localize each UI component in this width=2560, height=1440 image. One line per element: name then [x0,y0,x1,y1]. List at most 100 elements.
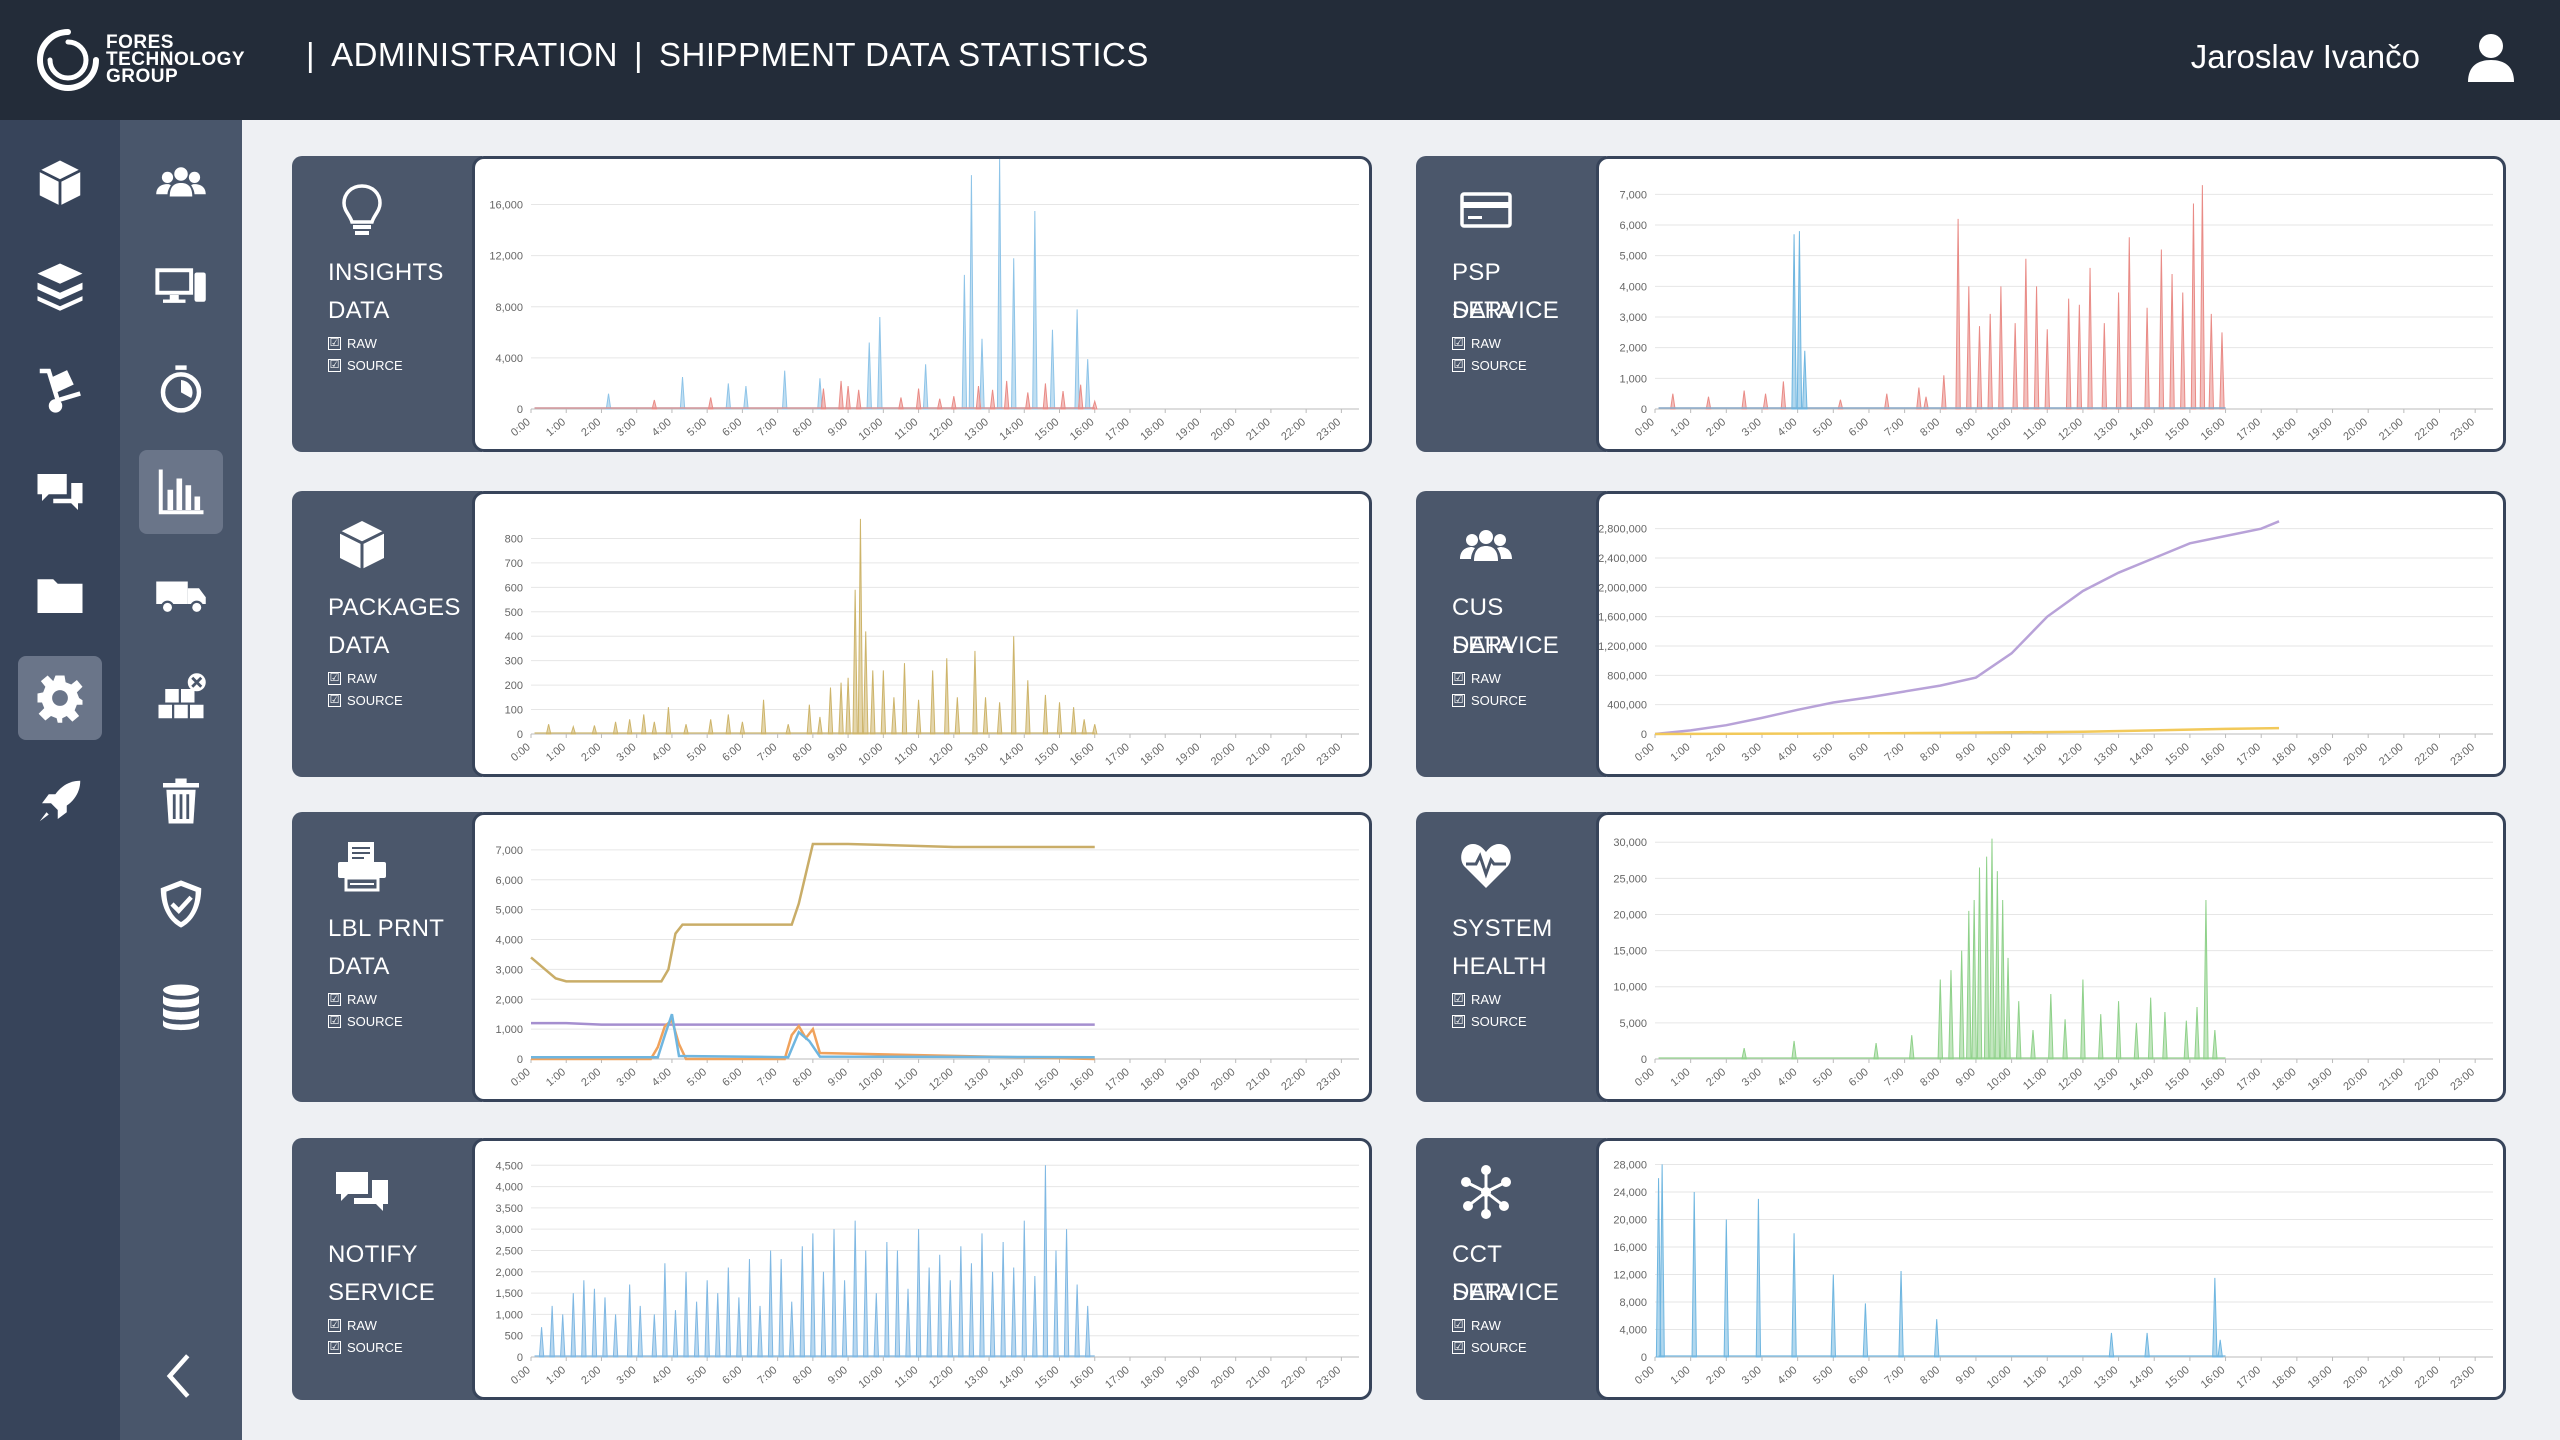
series-spike [2033,286,2040,410]
chart-insights[interactable]: 0 4,000 8,000 12,000 16,000 0:00 1:00 2:00 3:00 4… [472,156,1372,452]
nav-security-button[interactable] [139,862,223,946]
raw-label: RAW [1471,1318,1501,1333]
nav-stopwatch-button[interactable] [139,347,223,431]
checkbox-checked-icon[interactable]: ☑ [1452,993,1465,1006]
checkbox-checked-icon[interactable]: ☑ [328,1341,341,1354]
raw-checkbox[interactable]: ☑ RAW [328,992,377,1007]
y-tick-label: 7,000 [495,845,523,857]
chart-lblprnt[interactable]: 0 1,000 2,000 3,000 4,000 5,000 6,000 7,000 0:00… [472,812,1372,1102]
nav-devices-button[interactable] [139,244,223,328]
nav-boxes-button[interactable] [139,656,223,740]
source-checkbox[interactable]: ☑ SOURCE [328,1014,403,1029]
x-tick-label: 11:00 [892,1066,920,1092]
checkbox-checked-icon[interactable]: ☑ [328,337,341,350]
y-tick-label: 20,000 [1613,1214,1647,1226]
nav-truck-button[interactable] [139,553,223,637]
checkbox-checked-icon[interactable]: ☑ [328,359,341,372]
series-spike [725,714,732,735]
raw-label: RAW [1471,671,1501,686]
collapse-sidebar-button[interactable] [139,1334,223,1418]
checkbox-checked-icon[interactable]: ☑ [328,1319,341,1332]
nav-stack-button[interactable] [18,244,102,328]
x-tick-label: 0:00 [509,416,533,439]
panel-label-block: LBL PRNT DATA ☑ RAW ☑ SOURCE [292,812,482,1102]
nav-folder-button[interactable] [18,553,102,637]
package-icon [39,160,81,206]
checkbox-checked-icon[interactable]: ☑ [1452,359,1465,372]
x-tick-label: 2:00 [1704,741,1728,764]
x-tick-label: 19:00 [1174,1066,1203,1093]
series-spike [1802,350,1808,410]
chart-cus[interactable]: 0 400,000 800,000 1,200,000 1,600,000 2,000,0… [1596,491,2506,777]
users-icon [156,167,206,197]
source-checkbox[interactable]: ☑ SOURCE [1452,693,1527,708]
checkbox-checked-icon[interactable]: ☑ [1452,694,1465,707]
chart-system[interactable]: 0 5,000 10,000 15,000 20,000 25,000 30,000 0:00… [1596,812,2506,1102]
series-spike [2169,274,2175,410]
top-bar: FORES TECHNOLOGY GROUP | ADMINISTRATION | S… [0,0,2560,120]
nav-database-button[interactable] [139,965,223,1049]
source-checkbox[interactable]: ☑ SOURCE [328,358,403,373]
checkbox-checked-icon[interactable]: ☑ [1452,1015,1465,1028]
chart-notify[interactable]: 0 500 1,000 1,500 2,000 2,500 3,000 3,500 4,000 4… [472,1138,1372,1400]
checkbox-checked-icon[interactable]: ☑ [1452,1341,1465,1354]
raw-checkbox[interactable]: ☑ RAW [328,336,377,351]
nav-trash-button[interactable] [139,759,223,843]
source-checkbox[interactable]: ☑ SOURCE [1452,1014,1527,1029]
x-tick-label: 14:00 [2127,741,2156,768]
nav-settings-button[interactable] [18,656,102,740]
series-spike [612,721,619,735]
source-checkbox[interactable]: ☑ SOURCE [1452,358,1527,373]
y-tick-label: 0 [1641,1054,1647,1066]
user-name[interactable]: Jaroslav Ivančo [2190,38,2420,75]
series-spike [1791,1233,1797,1358]
series-spike [1691,1191,1697,1358]
chart-canvas: 0 5,000 10,000 15,000 20,000 25,000 30,000 0:00… [1613,837,2493,1093]
source-checkbox[interactable]: ☑ SOURCE [1452,1340,1527,1355]
source-label: SOURCE [1471,1014,1527,1029]
raw-checkbox[interactable]: ☑ RAW [1452,992,1501,1007]
nav-handtruck-button[interactable] [18,347,102,431]
nav-chat-button[interactable] [18,450,102,534]
x-tick-label: 15:00 [1033,416,1062,443]
y-tick-label: 4,000 [495,935,523,947]
checkbox-checked-icon[interactable]: ☑ [328,694,341,707]
checkbox-checked-icon[interactable]: ☑ [1452,1319,1465,1332]
source-checkbox[interactable]: ☑ SOURCE [328,1340,403,1355]
x-tick-label: 5:00 [685,1066,709,1089]
checkbox-checked-icon[interactable]: ☑ [328,993,341,1006]
raw-checkbox[interactable]: ☑ RAW [1452,336,1501,351]
chart-canvas: 0 400,000 800,000 1,200,000 1,600,000 2,000,0… [1599,520,2493,768]
raw-checkbox[interactable]: ☑ RAW [328,1318,377,1333]
user-icon[interactable] [2464,30,2518,84]
checkbox-checked-icon[interactable]: ☑ [328,672,341,685]
series-spike [1780,381,1787,410]
raw-checkbox[interactable]: ☑ RAW [328,671,377,686]
x-tick-label: 17:00 [2234,416,2263,443]
y-tick-label: 5,000 [1619,251,1647,263]
x-tick-label: 0:00 [1633,1066,1657,1089]
source-checkbox[interactable]: ☑ SOURCE [328,693,403,708]
nav-package-button[interactable] [18,141,102,225]
panel-subtitle: SERVICE [328,1279,436,1306]
x-tick-label: 21:00 [2377,416,2406,443]
series-spike [778,1258,784,1358]
chart-cct[interactable]: 0 4,000 8,000 12,000 16,000 20,000 24,000 28,00… [1596,1138,2506,1400]
nav-users-button[interactable] [139,141,223,225]
series-spike [820,1271,827,1358]
raw-checkbox[interactable]: ☑ RAW [1452,671,1501,686]
card-icon [1460,192,1512,228]
x-tick-label: 13:00 [962,741,991,768]
chart-packages[interactable]: 0 100 200 300 400 500 600 700 800 0:00 1:00 2:00 3:0… [472,491,1372,777]
checkbox-checked-icon[interactable]: ☑ [1452,672,1465,685]
checkbox-checked-icon[interactable]: ☑ [328,1015,341,1028]
bar-chart-icon [158,469,204,515]
chart-psp[interactable]: 0 1,000 2,000 3,000 4,000 5,000 6,000 7,000 0:00… [1596,156,2506,452]
x-tick-label: 5:00 [1811,1364,1835,1387]
series-spike [672,1310,679,1358]
nav-statistics-button[interactable] [139,450,223,534]
raw-checkbox[interactable]: ☑ RAW [1452,1318,1501,1333]
nav-rocket-button[interactable] [18,759,102,843]
checkbox-checked-icon[interactable]: ☑ [1452,337,1465,350]
panel-label-block: INSIGHTS DATA ☑ RAW ☑ SOURCE [292,156,482,452]
